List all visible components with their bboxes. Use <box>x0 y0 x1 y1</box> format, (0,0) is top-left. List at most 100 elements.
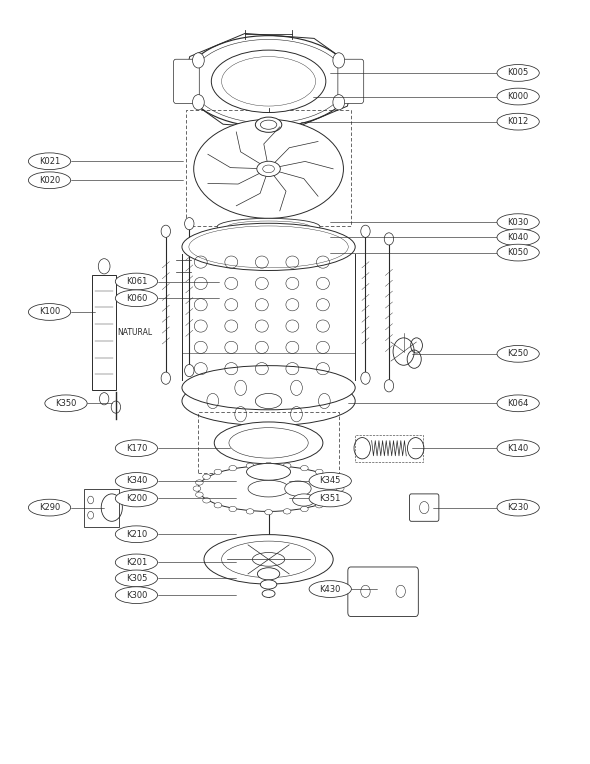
Ellipse shape <box>211 50 326 112</box>
Circle shape <box>192 95 204 110</box>
Ellipse shape <box>260 580 277 589</box>
Text: K030: K030 <box>507 218 529 227</box>
Text: K290: K290 <box>39 503 60 512</box>
Text: NATURAL: NATURAL <box>117 328 152 337</box>
Ellipse shape <box>255 393 282 409</box>
Text: K000: K000 <box>507 92 529 101</box>
Ellipse shape <box>115 290 158 306</box>
Ellipse shape <box>327 474 335 480</box>
Ellipse shape <box>497 244 539 261</box>
Text: K230: K230 <box>507 503 529 512</box>
Text: K170: K170 <box>126 444 147 453</box>
Text: K040: K040 <box>507 233 529 242</box>
Ellipse shape <box>309 490 352 507</box>
Circle shape <box>100 393 109 405</box>
Text: K351: K351 <box>320 494 341 503</box>
Ellipse shape <box>265 462 273 468</box>
Bar <box>93 276 116 390</box>
FancyBboxPatch shape <box>338 60 363 103</box>
Text: K340: K340 <box>126 477 147 485</box>
Circle shape <box>333 53 345 68</box>
Ellipse shape <box>198 466 339 511</box>
Text: K061: K061 <box>126 277 147 286</box>
Ellipse shape <box>220 227 317 244</box>
Ellipse shape <box>193 486 201 491</box>
Ellipse shape <box>253 552 285 566</box>
Ellipse shape <box>247 464 291 481</box>
Circle shape <box>384 233 394 245</box>
Ellipse shape <box>182 377 355 426</box>
Ellipse shape <box>497 214 539 231</box>
Ellipse shape <box>214 422 323 464</box>
Circle shape <box>360 372 370 384</box>
Ellipse shape <box>309 581 352 597</box>
Ellipse shape <box>262 590 275 597</box>
Text: K005: K005 <box>507 69 529 77</box>
Ellipse shape <box>285 481 311 496</box>
Text: K060: K060 <box>126 294 147 303</box>
Circle shape <box>161 372 171 384</box>
Ellipse shape <box>257 568 280 580</box>
Text: K100: K100 <box>39 307 60 316</box>
Circle shape <box>185 364 194 377</box>
Ellipse shape <box>246 463 254 468</box>
Ellipse shape <box>214 469 222 474</box>
Ellipse shape <box>497 88 539 105</box>
Ellipse shape <box>316 469 323 474</box>
Ellipse shape <box>497 345 539 362</box>
Ellipse shape <box>497 113 539 130</box>
Ellipse shape <box>115 274 158 290</box>
Text: K020: K020 <box>39 176 60 185</box>
Ellipse shape <box>195 480 203 485</box>
Ellipse shape <box>263 165 274 173</box>
Text: K050: K050 <box>507 248 529 257</box>
Ellipse shape <box>336 486 344 491</box>
FancyBboxPatch shape <box>173 60 199 103</box>
Ellipse shape <box>497 395 539 412</box>
Ellipse shape <box>497 65 539 81</box>
Circle shape <box>333 95 345 110</box>
Text: K210: K210 <box>126 529 147 539</box>
Text: K200: K200 <box>126 494 147 503</box>
Ellipse shape <box>257 161 280 176</box>
Ellipse shape <box>45 395 87 412</box>
Ellipse shape <box>497 499 539 516</box>
Bar <box>186 110 351 226</box>
Ellipse shape <box>115 570 158 587</box>
Text: K201: K201 <box>126 558 147 567</box>
Ellipse shape <box>182 366 355 410</box>
Ellipse shape <box>246 509 254 514</box>
Ellipse shape <box>248 481 289 497</box>
Ellipse shape <box>214 503 222 508</box>
Ellipse shape <box>217 219 320 235</box>
Ellipse shape <box>309 473 352 489</box>
Text: K345: K345 <box>320 477 341 485</box>
Text: K430: K430 <box>320 584 341 594</box>
Text: K140: K140 <box>507 444 529 453</box>
Circle shape <box>161 225 171 238</box>
Text: K350: K350 <box>55 399 77 408</box>
Ellipse shape <box>265 510 273 515</box>
Ellipse shape <box>334 492 342 497</box>
Ellipse shape <box>203 474 211 480</box>
Text: K250: K250 <box>507 349 529 358</box>
Bar <box>355 435 422 462</box>
Circle shape <box>99 259 110 274</box>
Ellipse shape <box>316 503 323 508</box>
Ellipse shape <box>115 526 158 542</box>
Ellipse shape <box>28 303 71 320</box>
Text: K021: K021 <box>39 157 60 166</box>
Circle shape <box>384 380 394 392</box>
Text: K300: K300 <box>126 591 147 600</box>
Ellipse shape <box>497 440 539 457</box>
Ellipse shape <box>115 473 158 489</box>
Ellipse shape <box>182 223 355 270</box>
Ellipse shape <box>115 554 158 571</box>
Ellipse shape <box>255 117 282 132</box>
Ellipse shape <box>300 465 308 471</box>
Ellipse shape <box>327 497 335 503</box>
Ellipse shape <box>194 119 343 219</box>
Bar <box>198 413 339 474</box>
Text: K012: K012 <box>507 117 529 126</box>
Ellipse shape <box>203 497 211 503</box>
